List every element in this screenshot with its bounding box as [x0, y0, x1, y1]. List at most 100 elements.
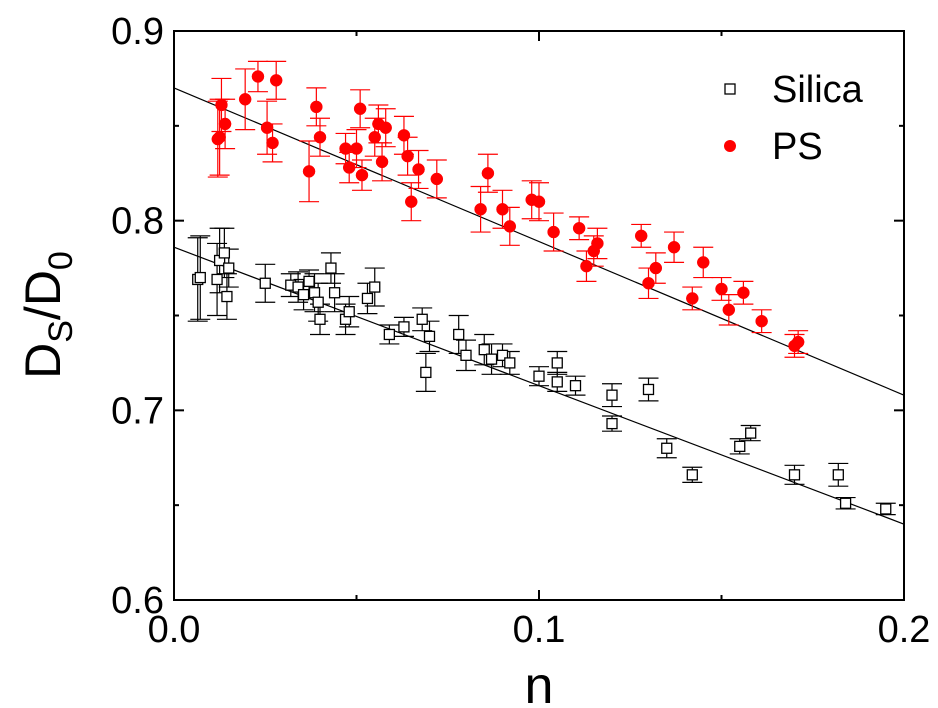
legend: Silica PS: [724, 69, 864, 168]
data-point-silica: [839, 497, 852, 509]
data-point-ps: [667, 240, 681, 254]
data-point-ps: [379, 121, 392, 134]
data-point-silica: [496, 349, 509, 361]
y-axis-label: DS/D0: [15, 251, 80, 379]
data-point-ps: [722, 303, 736, 317]
data-point-ps: [260, 121, 274, 134]
data-point-silica: [218, 247, 231, 259]
data-point-silica: [460, 349, 472, 361]
data-point-ps: [218, 117, 232, 131]
data-point-silica: [734, 440, 746, 453]
data-point-silica: [423, 330, 436, 343]
y-tick-label: 0.9: [111, 11, 164, 53]
y-label-main: D: [15, 342, 71, 379]
data-point-silica: [328, 287, 341, 299]
data-point-ps: [238, 93, 252, 106]
legend-label-ps: PS: [772, 126, 823, 168]
data-point-silica: [880, 503, 892, 515]
data-point-ps: [591, 237, 604, 250]
y-tick-label: 0.8: [111, 201, 164, 243]
data-point-silica: [343, 306, 355, 318]
data-point-silica: [551, 357, 563, 369]
data-point-silica: [569, 380, 582, 392]
data-point-silica: [745, 427, 757, 439]
fit-line-ps: [173, 87, 905, 396]
x-axis-label: n: [525, 657, 554, 708]
data-point-silica: [383, 328, 396, 341]
data-point-ps: [791, 335, 805, 349]
data-point-ps: [355, 168, 369, 182]
data-point-ps: [580, 259, 593, 273]
data-point-silica: [533, 370, 545, 382]
data-point-ps: [649, 261, 663, 275]
data-point-silica: [314, 313, 326, 325]
data-point-silica: [361, 292, 374, 305]
data-point-ps: [269, 74, 283, 87]
data-point-ps: [215, 98, 228, 112]
data-point-ps: [405, 195, 418, 208]
data-point-ps: [350, 142, 363, 155]
y-tick-label: 0.7: [111, 390, 164, 432]
data-point-silica: [398, 321, 410, 333]
data-point-ps: [430, 172, 444, 186]
data-point-ps: [547, 225, 560, 239]
data-point-ps: [302, 165, 316, 178]
data-point-ps: [496, 203, 509, 216]
data-point-ps: [697, 256, 710, 269]
data-point-ps: [412, 163, 425, 176]
data-point-ps: [213, 130, 226, 144]
data-point-silica: [303, 275, 315, 288]
y-label-sub1: S: [42, 320, 80, 343]
y-label-sub2: 0: [42, 251, 80, 271]
data-point-ps: [474, 203, 487, 216]
data-point-silica: [308, 287, 321, 299]
data-point-ps: [532, 195, 546, 208]
data-point-silica: [325, 262, 337, 274]
data-point-silica: [504, 357, 516, 369]
legend-marker-silica: [724, 83, 736, 95]
data-point-silica: [211, 273, 223, 286]
data-point-ps: [353, 102, 367, 116]
data-point-ps: [401, 149, 414, 163]
data-point-ps: [339, 142, 352, 155]
data-point-ps: [342, 161, 356, 174]
legend-marker-ps: [724, 140, 736, 152]
x-tick-label: 0.2: [878, 609, 931, 651]
data-point-ps: [266, 136, 279, 150]
data-point-ps: [503, 220, 517, 233]
data-point-silica: [686, 469, 698, 481]
data-point-ps: [755, 314, 768, 328]
data-point-silica: [223, 262, 235, 274]
legend-label-silica: Silica: [772, 69, 864, 111]
data-point-silica: [606, 417, 618, 430]
data-point-silica: [551, 376, 563, 388]
data-point-silica: [297, 288, 310, 301]
data-point-ps: [634, 229, 648, 243]
x-tick-label: 0.1: [513, 609, 566, 651]
data-point-silica: [420, 366, 432, 379]
data-point-silica: [661, 442, 673, 454]
data-point-silica: [832, 469, 844, 481]
data-point-ps: [686, 292, 699, 305]
data-point-silica: [485, 353, 498, 365]
data-point-silica: [606, 389, 618, 401]
data-point-ps: [481, 167, 495, 180]
data-point-silica: [478, 343, 490, 356]
y-label-slash: /D: [15, 270, 71, 321]
data-markers: [192, 70, 892, 515]
data-point-silica: [453, 328, 465, 341]
data-point-silica: [642, 383, 655, 396]
data-point-silica: [416, 313, 428, 325]
plot-frame: [173, 30, 905, 601]
data-point-silica: [194, 271, 206, 284]
data-point-ps: [715, 282, 728, 296]
data-point-silica: [221, 290, 233, 303]
data-point-silica: [788, 469, 801, 481]
y-tick-label: 0.6: [111, 580, 164, 622]
data-point-ps: [368, 130, 381, 144]
data-point-silica: [259, 277, 271, 289]
data-point-ps: [375, 155, 389, 169]
data-point-silica: [369, 281, 381, 293]
data-point-ps: [310, 100, 323, 114]
